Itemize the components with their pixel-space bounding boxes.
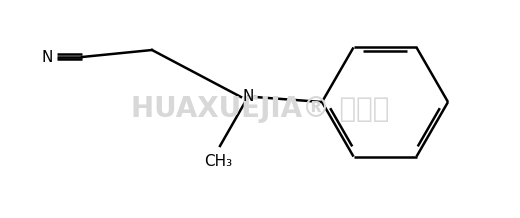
Text: N: N	[42, 49, 53, 65]
Text: HUAXUEJIA® 化学加: HUAXUEJIA® 化学加	[131, 95, 389, 123]
Text: CH₃: CH₃	[204, 154, 232, 169]
Text: N: N	[242, 90, 254, 104]
